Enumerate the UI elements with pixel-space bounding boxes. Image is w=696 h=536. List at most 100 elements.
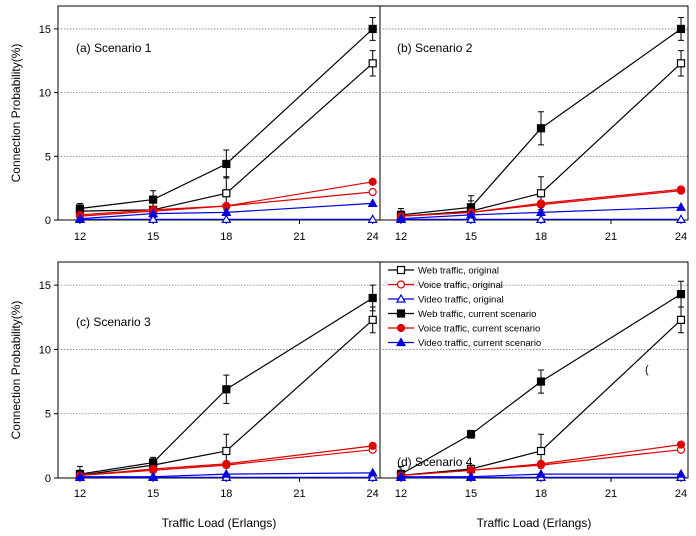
data-point [536,446,546,456]
data-point [676,315,686,324]
data-point [149,464,158,474]
panel-c: 0 5 10 15 12 15 18 21 24 (c) Scenario 3 [39,280,380,500]
series-line [79,297,374,475]
series-line [79,191,373,217]
legend-marker [396,323,406,333]
data-point [675,214,687,223]
y-tick-label: 15 [39,24,51,36]
y-tick-label: 0 [45,473,51,485]
series-line [79,181,373,216]
series-line [79,28,374,210]
legend-label: Video traffic, original [418,295,504,306]
panel-a: 0 5 10 15 12 15 18 21 24 (a) Scenario 1 [39,16,380,243]
series-line [400,62,682,217]
series-line [400,28,682,216]
panel-title: (a) Scenario 1 [76,41,152,55]
data-point [535,207,547,216]
x-tick-label: 24 [675,488,687,500]
data-point [676,440,686,449]
data-point [367,467,378,477]
data-point [222,385,231,394]
data-point [222,446,231,456]
data-point [676,186,686,195]
data-point [368,293,377,303]
x-tick-label: 12 [395,488,407,500]
data-point [222,189,231,198]
x-tick-label: 15 [147,231,159,243]
x-tick-label: 18 [220,488,232,500]
data-point [222,159,231,169]
series-line [79,62,374,212]
series-line [79,202,373,220]
x-tick-label: 24 [367,231,379,243]
series-line [80,472,373,478]
x-tick-label: 24 [675,231,687,243]
data-point [221,468,232,478]
data-point [676,59,686,68]
series-line [400,206,682,220]
data-point [74,213,85,223]
data-point [675,202,687,211]
panel-b: 12 15 18 21 24 (b) Scenario 2 [380,16,688,243]
data-point [675,468,687,478]
x-tick-label: 15 [465,488,477,500]
data-point [148,471,159,481]
data-point [465,471,477,481]
data-point [221,214,232,223]
x-tick-label: 21 [605,488,617,500]
data-point [535,214,547,223]
legend-label: Voice traffic, original [418,280,503,291]
plot-area: 0 5 10 15 12 15 18 21 24 (a) Scenario 1 12 15 18 21 24… [39,16,688,500]
series-line [400,319,682,476]
data-point [395,471,407,481]
y-tick-label: 5 [45,151,51,163]
legend-label: Video traffic, current scenario [418,338,541,349]
legend-label: Web traffic, original [418,266,499,277]
y-tick-label: 10 [39,88,51,100]
y-axis-label-bottom: Connection Probability(%) [9,301,23,440]
legend-marker [395,337,407,347]
legend-marker [396,265,406,275]
data-point [676,290,686,299]
legend-marker [396,280,406,289]
data-point [368,187,377,197]
legend-label: Web traffic, current scenario [418,309,536,320]
y-tick-label: 15 [39,280,51,292]
x-tick-label: 18 [220,231,232,243]
series-line [401,473,681,478]
data-point [148,208,159,218]
legend-marker [396,309,406,318]
x-tick-label: 12 [395,231,407,243]
x-tick-label: 24 [367,488,379,500]
x-tick-label: 12 [74,488,86,500]
y-tick-label: 10 [39,344,51,356]
y-tick-label: 0 [45,215,51,227]
y-tick-label: 5 [45,409,51,421]
data-point [536,124,546,133]
series-line [400,444,682,476]
panel-frame-b [379,5,689,221]
data-point [367,472,378,481]
panel-frame-a [57,5,381,221]
data-point [395,213,407,223]
x-tick-label: 15 [465,231,477,243]
series-line [400,190,682,217]
series-line [400,293,682,475]
x-tick-label: 12 [74,231,86,243]
data-point [367,214,378,223]
data-point [149,195,158,204]
x-axis-label-right: Traffic Load (Erlangs) [477,516,592,530]
data-point [368,24,377,34]
data-point [465,209,477,219]
panel-title: (d) Scenario 4 [397,455,473,469]
x-tick-label: 18 [535,488,547,500]
data-point [368,441,377,450]
data-point [148,214,159,223]
data-point [535,468,547,478]
legend-marker [395,293,407,303]
data-point [536,189,546,198]
series-line [79,445,373,476]
x-tick-label: 21 [293,488,305,500]
data-point [368,315,377,324]
